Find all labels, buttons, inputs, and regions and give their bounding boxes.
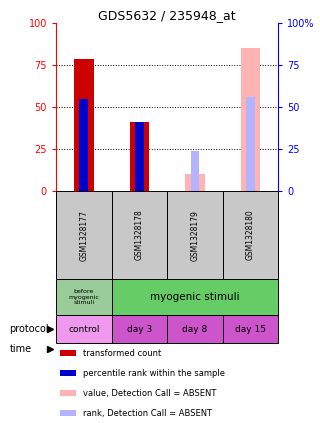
Bar	[185, 174, 205, 191]
Title: GDS5632 / 235948_at: GDS5632 / 235948_at	[98, 9, 236, 22]
Text: value, Detection Call = ABSENT: value, Detection Call = ABSENT	[83, 388, 216, 398]
Bar	[56, 191, 112, 279]
Bar	[56, 279, 112, 315]
Bar	[135, 122, 144, 191]
Text: day 3: day 3	[127, 324, 152, 334]
Bar	[60, 370, 76, 376]
Text: day 15: day 15	[235, 324, 266, 334]
Bar	[112, 279, 278, 315]
Text: protocol: protocol	[10, 324, 49, 334]
Text: time: time	[10, 344, 32, 354]
Bar	[60, 410, 76, 416]
Text: GSM1328179: GSM1328179	[190, 210, 199, 261]
Bar	[191, 151, 199, 191]
Bar	[246, 97, 255, 191]
Bar	[112, 191, 167, 279]
Text: day 8: day 8	[182, 324, 208, 334]
Bar	[60, 350, 76, 356]
Bar	[167, 315, 223, 343]
Text: control: control	[68, 324, 100, 334]
Text: transformed count: transformed count	[83, 349, 161, 357]
Text: GSM1328180: GSM1328180	[246, 210, 255, 261]
Text: percentile rank within the sample: percentile rank within the sample	[83, 368, 225, 378]
Text: rank, Detection Call = ABSENT: rank, Detection Call = ABSENT	[83, 409, 212, 418]
Bar	[56, 315, 112, 343]
Bar	[223, 191, 278, 279]
Bar	[241, 49, 260, 191]
Text: GSM1328177: GSM1328177	[79, 210, 88, 261]
Text: before
myogenic
stimuli: before myogenic stimuli	[68, 289, 99, 305]
Text: myogenic stimuli: myogenic stimuli	[150, 292, 240, 302]
Bar	[74, 58, 93, 191]
Bar	[130, 122, 149, 191]
Bar	[223, 315, 278, 343]
Bar	[167, 191, 223, 279]
Bar	[79, 99, 88, 191]
Bar	[60, 390, 76, 396]
Bar	[112, 315, 167, 343]
Text: GSM1328178: GSM1328178	[135, 210, 144, 261]
